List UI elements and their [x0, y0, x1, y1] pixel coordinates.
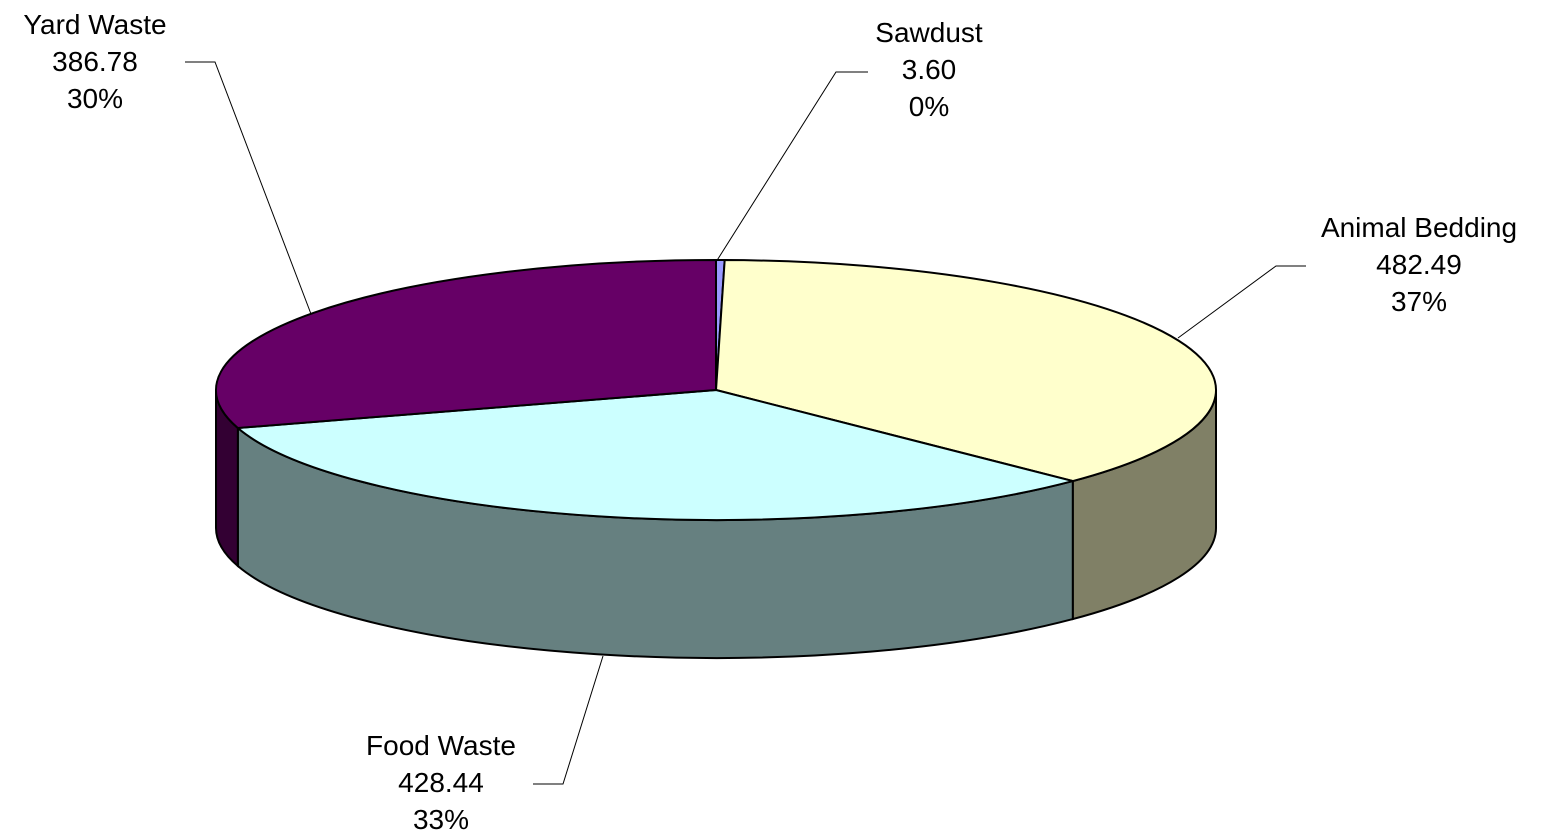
pie-slice-animal-bedding	[714, 259, 1217, 483]
leader-line-animal-bedding	[1177, 265, 1306, 339]
leader-line-yard-waste	[185, 61, 312, 315]
slice-percent-animal-bedding: 37%	[1391, 286, 1447, 317]
leader-line-food-waste	[533, 655, 604, 785]
slice-value-food-waste: 428.44	[398, 767, 484, 798]
pie-tops	[215, 258, 1217, 521]
pie-sides	[215, 389, 1217, 659]
pie-slice-yard-waste	[215, 258, 717, 430]
slice-percent-sawdust: 0%	[909, 91, 949, 122]
slice-value-yard-waste: 386.78	[52, 46, 138, 77]
pie-labels: Sawdust 3.60 0% Animal Bedding 482.49 37% Food…	[23, 9, 1517, 835]
leader-line-sawdust	[715, 71, 868, 263]
slice-percent-yard-waste: 30%	[67, 83, 123, 114]
slice-percent-food-waste: 33%	[413, 804, 469, 835]
slice-name-sawdust: Sawdust	[875, 17, 983, 48]
pie-slice-food-waste	[235, 388, 1077, 521]
slice-name-yard-waste: Yard Waste	[23, 9, 166, 40]
slice-value-animal-bedding: 482.49	[1376, 249, 1462, 280]
slice-name-food-waste: Food Waste	[366, 730, 516, 761]
slice-name-animal-bedding: Animal Bedding	[1321, 212, 1517, 243]
slice-value-sawdust: 3.60	[902, 54, 957, 85]
